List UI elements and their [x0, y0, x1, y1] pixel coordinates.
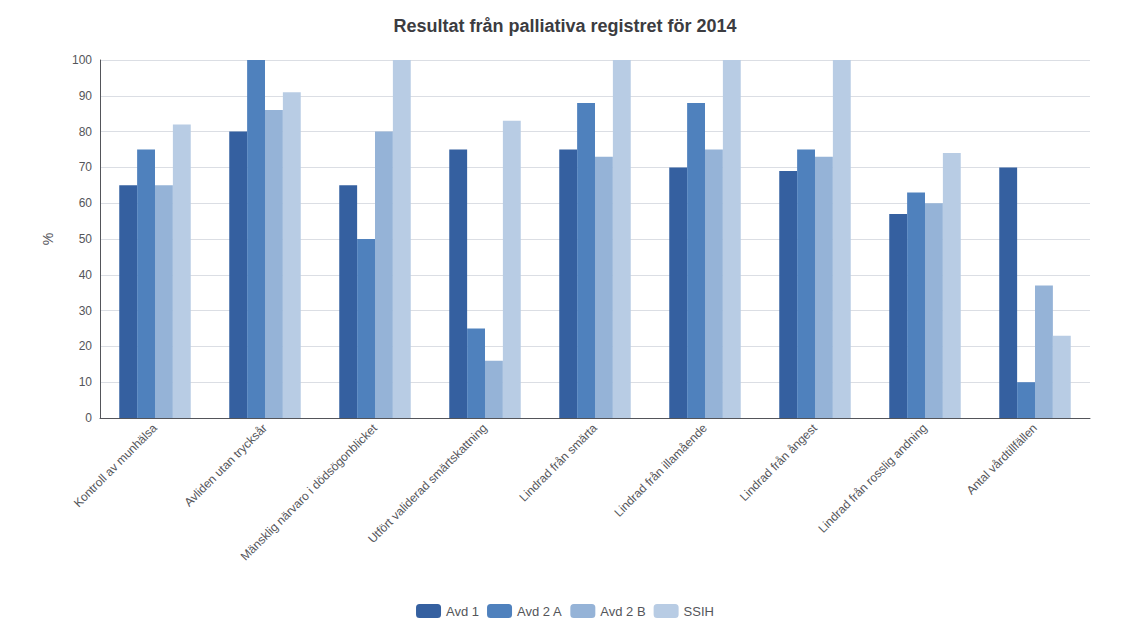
svg-text:90: 90 — [79, 89, 93, 103]
svg-text:SSIH: SSIH — [684, 604, 714, 619]
svg-text:Avd 2 B: Avd 2 B — [600, 604, 645, 619]
svg-text:10: 10 — [79, 375, 93, 389]
svg-text:30: 30 — [79, 304, 93, 318]
svg-text:Lindrad från rosslig andning: Lindrad från rosslig andning — [815, 421, 929, 535]
svg-text:Resultat från palliativa regis: Resultat från palliativa registret för 2… — [393, 16, 736, 36]
svg-text:Lindrad från ångest: Lindrad från ångest — [737, 421, 820, 504]
svg-text:%: % — [40, 233, 56, 245]
svg-text:60: 60 — [79, 196, 93, 210]
svg-text:Avd 1: Avd 1 — [446, 604, 479, 619]
svg-text:Mänsklig närvaro i dödsögonbli: Mänsklig närvaro i dödsögonblicket — [238, 421, 381, 564]
svg-text:40: 40 — [79, 268, 93, 282]
svg-text:80: 80 — [79, 125, 93, 139]
svg-text:Kontroll av munhälsa: Kontroll av munhälsa — [71, 421, 160, 510]
svg-text:70: 70 — [79, 160, 93, 174]
svg-text:Avliden utan trycksår: Avliden utan trycksår — [182, 421, 270, 509]
svg-text:Lindrad från illamående: Lindrad från illamående — [611, 421, 710, 520]
svg-text:Lindrad från smärta: Lindrad från smärta — [517, 421, 601, 505]
svg-text:50: 50 — [79, 232, 93, 246]
svg-text:Avd 2 A: Avd 2 A — [517, 604, 562, 619]
svg-text:0: 0 — [85, 411, 92, 425]
svg-text:Antal vårdtillfällen: Antal vårdtillfällen — [964, 421, 1040, 497]
svg-text:20: 20 — [79, 339, 93, 353]
svg-text:100: 100 — [72, 53, 92, 67]
svg-text:Utfört validerad smärtskattnin: Utfört validerad smärtskattning — [365, 421, 490, 546]
